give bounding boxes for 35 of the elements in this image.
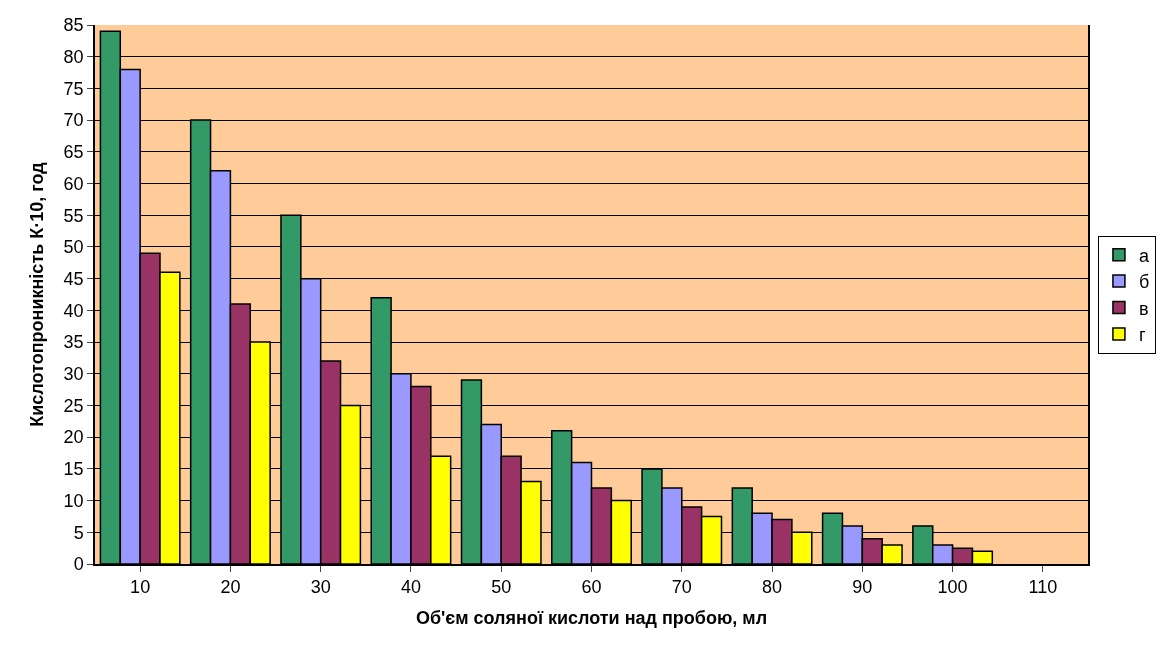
x-tick-label: 110	[1028, 577, 1058, 598]
x-tick-label: 90	[852, 577, 873, 598]
y-tick-label: 85	[63, 15, 84, 36]
y-axis-title: Кислотопроникність К·10, год	[27, 161, 48, 427]
y-tick-label: 55	[63, 205, 84, 226]
x-tick-label: 30	[310, 577, 331, 598]
x-tick-label: 40	[400, 577, 421, 598]
legend-label: а	[1138, 245, 1150, 266]
y-tick-label: 25	[63, 395, 84, 416]
x-tick-label: 60	[581, 577, 602, 598]
x-tick-label: 10	[130, 577, 151, 598]
x-tick-label: 20	[220, 577, 241, 598]
x-tick-label: 70	[671, 577, 692, 598]
y-tick-label: 70	[63, 110, 84, 131]
legend-label: в	[1138, 298, 1149, 319]
y-tick-label: 75	[63, 78, 84, 99]
y-tick-label: 30	[63, 364, 84, 385]
legend-label: г	[1138, 324, 1146, 345]
x-tick-label: 100	[937, 577, 968, 598]
y-tick-label: 80	[63, 47, 84, 68]
y-tick-label: 0	[73, 554, 84, 575]
y-tick-label: 60	[63, 173, 84, 194]
x-axis-title: Об'єм соляної кислоти над пробою, мл	[415, 607, 768, 628]
y-tick-label: 65	[63, 142, 84, 163]
legend-label: б	[1138, 272, 1150, 293]
y-tick-label: 15	[63, 459, 84, 480]
y-tick-label: 35	[63, 332, 84, 353]
y-tick-label: 40	[63, 300, 84, 321]
y-tick-label: 10	[63, 490, 84, 511]
y-tick-label: 50	[63, 237, 84, 258]
y-tick-label: 20	[63, 427, 84, 448]
x-tick-label: 50	[491, 577, 512, 598]
y-tick-label: 5	[73, 522, 84, 543]
x-tick-label: 80	[762, 577, 783, 598]
y-tick-label: 45	[63, 268, 84, 289]
